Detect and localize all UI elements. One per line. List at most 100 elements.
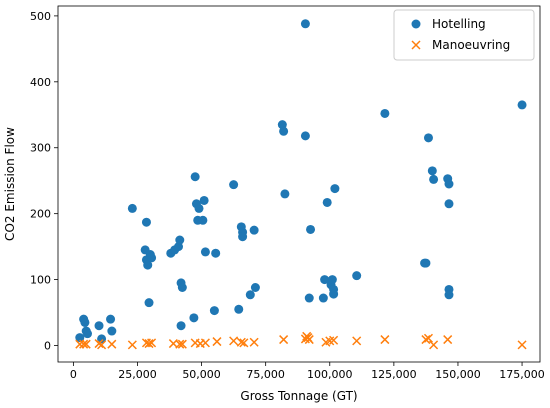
manoeuvring-point [352, 336, 362, 346]
hotelling-point [198, 215, 208, 225]
hotelling-point [427, 166, 437, 176]
manoeuvring-point [239, 338, 249, 348]
hotelling-point [421, 258, 431, 268]
manoeuvring-point [380, 335, 390, 345]
hotelling-point [200, 247, 210, 257]
manoeuvring-point [81, 339, 91, 349]
hotelling-point [229, 180, 239, 190]
hotelling-point [107, 326, 117, 336]
hotelling-point [75, 333, 85, 343]
legend-label-manoeuvring: Manoeuvring [432, 38, 510, 52]
hotelling-point [300, 19, 310, 29]
hotelling-point [280, 189, 290, 199]
manoeuvring-point [107, 339, 117, 349]
hotelling-point [423, 133, 433, 143]
x-tick-label: 0 [70, 368, 77, 381]
hotelling-point [249, 225, 259, 235]
hotelling-point [194, 203, 204, 213]
hotelling-point [238, 232, 248, 242]
x-tick-label: 175,000 [499, 368, 545, 381]
hotelling-point [318, 293, 328, 303]
series-manoeuvring [75, 331, 527, 350]
manoeuvring-point [144, 339, 154, 349]
hotelling-point [97, 334, 107, 344]
hotelling-point [320, 275, 330, 285]
manoeuvring-point [75, 339, 85, 349]
x-tick-label: 75,000 [246, 368, 285, 381]
hotelling-point [444, 199, 454, 209]
hotelling-point [209, 306, 219, 316]
manoeuvring-point [79, 339, 89, 349]
manoeuvring-point [127, 340, 137, 350]
y-tick-label: 100 [30, 274, 51, 287]
legend-label-hotelling: Hotelling [432, 17, 486, 31]
y-tick-label: 200 [30, 208, 51, 221]
manoeuvring-point [329, 335, 339, 345]
legend-box [393, 9, 535, 61]
hotelling-point [444, 290, 454, 300]
hotelling-point [80, 317, 90, 327]
manoeuvring-point [423, 333, 434, 343]
hotelling-point [429, 174, 439, 184]
hotelling-point [234, 304, 244, 314]
hotelling-point [106, 314, 116, 324]
hotelling-point [329, 289, 339, 299]
hotelling-point [327, 275, 337, 285]
hotelling-point [175, 235, 185, 245]
hotelling-point [141, 217, 151, 227]
manoeuvring-point [175, 339, 185, 349]
hotelling-point [517, 100, 527, 110]
x-tick-label: 125,000 [371, 368, 417, 381]
manoeuvring-point [229, 336, 239, 346]
legend-marker-hotelling [411, 19, 421, 29]
hotelling-point [147, 253, 157, 263]
y-axis-ticks: 0 100 200 300 400 500 [30, 10, 58, 353]
hotelling-point [94, 321, 104, 331]
manoeuvring-point [517, 340, 527, 350]
x-axis-label: Gross Tonnage (GT) [240, 389, 357, 403]
hotelling-point [82, 329, 92, 339]
manoeuvring-point [429, 340, 439, 350]
y-tick-label: 500 [30, 10, 51, 23]
manoeuvring-point [279, 335, 289, 345]
y-tick-label: 400 [30, 76, 51, 89]
manoeuvring-point [97, 340, 107, 350]
hotelling-point [177, 283, 187, 293]
hotelling-point [143, 260, 153, 270]
hotelling-point [127, 203, 137, 213]
manoeuvring-point [147, 338, 157, 348]
hotelling-point [444, 179, 454, 189]
x-tick-label: 50,000 [182, 368, 221, 381]
hotelling-point [211, 248, 221, 258]
y-axis-label: CO2 Emission Flow [3, 127, 17, 241]
hotelling-point [304, 293, 314, 303]
manoeuvring-point [443, 335, 453, 345]
hotelling-point [144, 298, 154, 308]
hotelling-point [380, 108, 390, 118]
manoeuvring-point [236, 337, 246, 347]
x-axis-ticks: 0 25,000 50,000 75,000 100,000 125,000 150,000… [70, 362, 545, 381]
hotelling-point [306, 224, 316, 234]
hotelling-point [250, 283, 260, 293]
hotelling-point [300, 131, 310, 141]
x-tick-label: 100,000 [307, 368, 353, 381]
series-hotelling [75, 19, 527, 344]
manoeuvring-point [304, 335, 314, 345]
hotelling-point [322, 197, 332, 207]
y-tick-label: 300 [30, 142, 51, 155]
hotelling-point [190, 172, 200, 182]
legend: Hotelling Manoeuvring [393, 9, 535, 61]
hotelling-point [330, 184, 340, 194]
manoeuvring-point [94, 339, 104, 349]
legend-marker-manoeuvring [411, 40, 421, 50]
series-layer [75, 19, 527, 350]
plot-area-frame [57, 5, 541, 363]
hotelling-point [279, 126, 289, 136]
manoeuvring-point [212, 337, 222, 347]
x-tick-label: 150,000 [435, 368, 481, 381]
manoeuvring-point [249, 337, 259, 347]
manoeuvring-point [200, 338, 210, 348]
manoeuvring-point [421, 335, 431, 345]
hotelling-point [199, 195, 209, 205]
